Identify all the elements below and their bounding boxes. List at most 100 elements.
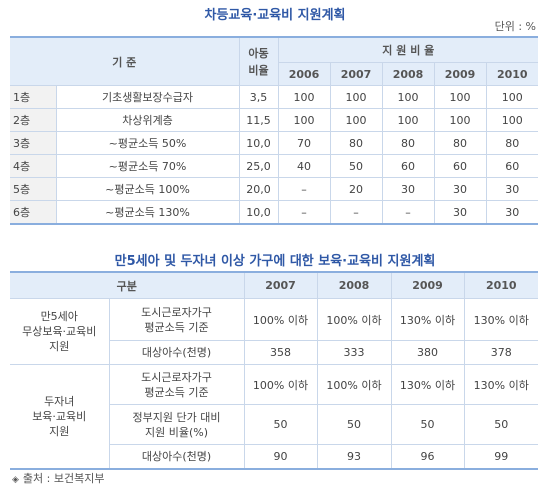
value-cell: 60	[485, 154, 539, 178]
value-cell: 100	[277, 108, 331, 132]
value-cell: 100% 이하	[316, 298, 392, 341]
value-cell: 30	[485, 200, 539, 224]
year-header: 2006	[277, 62, 331, 86]
value-cell: 60	[433, 154, 487, 178]
value-cell: 100	[433, 108, 487, 132]
value-cell: 50	[316, 404, 392, 445]
value-cell: 30	[433, 200, 487, 224]
ratio-cell: 3,5	[238, 85, 279, 109]
table-row: 두자녀 보육·교육비 지원 도시근로자가구 평균소득 기준 100% 이하 10…	[10, 364, 538, 469]
value-cell: –	[277, 200, 331, 224]
value-cell: 80	[485, 131, 539, 155]
table-row: 5층 ~평균소득 100% 20,0 – 20 30 30 30	[10, 177, 539, 201]
table-row: 1층 기초생활보장수급자 3,5 100 100 100 100 100	[10, 85, 539, 109]
value-cell: 100	[485, 108, 539, 132]
value-cell: 80	[329, 131, 383, 155]
year-header: 2007	[243, 272, 318, 299]
value-cell: 100	[277, 85, 331, 109]
value-cell: 100	[329, 108, 383, 132]
diamond-bullet-icon: ◈	[12, 475, 19, 485]
tier-label: 5층	[10, 177, 57, 201]
value-cell: 100	[381, 108, 435, 132]
table2-title: 만5세아 및 두자녀 이상 가구에 대한 보육·교육비 지원계획	[114, 254, 436, 269]
table-row: 만5세아 무상보육·교육비 지원 도시근로자가구 평균소득 기준 100% 이하…	[10, 298, 538, 365]
year-header: 2009	[390, 272, 465, 299]
value-cell: 333	[316, 340, 392, 365]
table-row: 3층 ~평균소득 50% 10,0 70 80 80 80 80	[10, 131, 539, 155]
value-cell: 378	[463, 340, 538, 365]
value-cell: 80	[381, 131, 435, 155]
value-cell: 40	[277, 154, 331, 178]
table-row: 대상아수(천명) 90 93 96 99	[10, 444, 538, 469]
value-cell: 130% 이하	[390, 298, 465, 341]
value-cell: –	[277, 177, 331, 201]
category-header: 구분	[10, 272, 245, 299]
row-label: 정부지원 단가 대비 지원 비율(%)	[108, 404, 245, 445]
value-cell: 70	[277, 131, 331, 155]
value-cell: 100% 이하	[243, 298, 318, 341]
value-cell: 50	[329, 154, 383, 178]
value-cell: 358	[243, 340, 318, 365]
ratio-cell: 11,5	[238, 108, 279, 132]
criteria-cell: ~평균소득 50%	[55, 131, 240, 155]
value-cell: 100	[381, 85, 435, 109]
source-text: 출처 : 보건복지부	[22, 472, 105, 485]
row-label: 대상아수(천명)	[108, 444, 245, 469]
ratio-cell: 20,0	[238, 177, 279, 201]
criteria-header: 기 준	[10, 37, 240, 86]
criteria-cell: ~평균소득 70%	[55, 154, 240, 178]
criteria-cell: 차상위계층	[55, 108, 240, 132]
value-cell: 50	[463, 404, 538, 445]
row-label: 대상아수(천명)	[108, 340, 245, 365]
table-row: 6층 ~평균소득 130% 10,0 – – – 30 30	[10, 200, 539, 224]
value-cell: 99	[463, 444, 538, 469]
group-label: 만5세아 무상보육·교육비 지원	[10, 298, 110, 365]
table1-title: 차등교육·교육비 지원계획	[204, 8, 346, 23]
tier-label: 2층	[10, 108, 57, 132]
value-cell: 380	[390, 340, 465, 365]
tier-label: 6층	[10, 200, 57, 224]
value-cell: 100% 이하	[316, 364, 392, 405]
tier-label: 1층	[10, 85, 57, 109]
support-ratio-header: 지 원 비 율	[277, 37, 539, 63]
row-label: 도시근로자가구 평균소득 기준	[108, 298, 245, 341]
year-header: 2009	[433, 62, 487, 86]
value-cell: –	[329, 200, 383, 224]
tier-label: 3층	[10, 131, 57, 155]
value-cell: 90	[243, 444, 318, 469]
value-cell: 20	[329, 177, 383, 201]
row-label: 도시근로자가구 평균소득 기준	[108, 364, 245, 405]
free-childcare-plan-table: 구분 2007 2008 2009 2010 만5세아 무상보육·교육비 지원 …	[10, 271, 538, 470]
year-header: 2007	[329, 62, 383, 86]
ratio-cell: 10,0	[238, 131, 279, 155]
criteria-cell: 기초생활보장수급자	[55, 85, 240, 109]
value-cell: 50	[390, 404, 465, 445]
criteria-cell: ~평균소득 130%	[55, 200, 240, 224]
value-cell: 96	[390, 444, 465, 469]
value-cell: 130% 이하	[463, 298, 538, 341]
value-cell: 80	[433, 131, 487, 155]
tier-label: 4층	[10, 154, 57, 178]
value-cell: 130% 이하	[463, 364, 538, 405]
value-cell: 93	[316, 444, 392, 469]
criteria-cell: ~평균소득 100%	[55, 177, 240, 201]
ratio-cell: 25,0	[238, 154, 279, 178]
value-cell: 100	[485, 85, 539, 109]
ratio-cell: 10,0	[238, 200, 279, 224]
value-cell: 30	[485, 177, 539, 201]
value-cell: 100	[329, 85, 383, 109]
child-ratio-header: 아동 비율	[238, 37, 279, 86]
support-plan-table: 기 준 아동 비율 지 원 비 율 2006 2007 2008 2009 20…	[10, 36, 539, 225]
table-row: 4층 ~평균소득 70% 25,0 40 50 60 60 60	[10, 154, 539, 178]
year-header: 2010	[485, 62, 539, 86]
year-header: 2008	[316, 272, 392, 299]
value-cell: 60	[381, 154, 435, 178]
value-cell: 130% 이하	[390, 364, 465, 405]
year-header: 2008	[381, 62, 435, 86]
unit-label: 단위 : %	[494, 20, 536, 33]
value-cell: –	[381, 200, 435, 224]
value-cell: 30	[381, 177, 435, 201]
value-cell: 100	[433, 85, 487, 109]
value-cell: 50	[243, 404, 318, 445]
source-note: ◈ 출처 : 보건복지부	[12, 470, 104, 486]
